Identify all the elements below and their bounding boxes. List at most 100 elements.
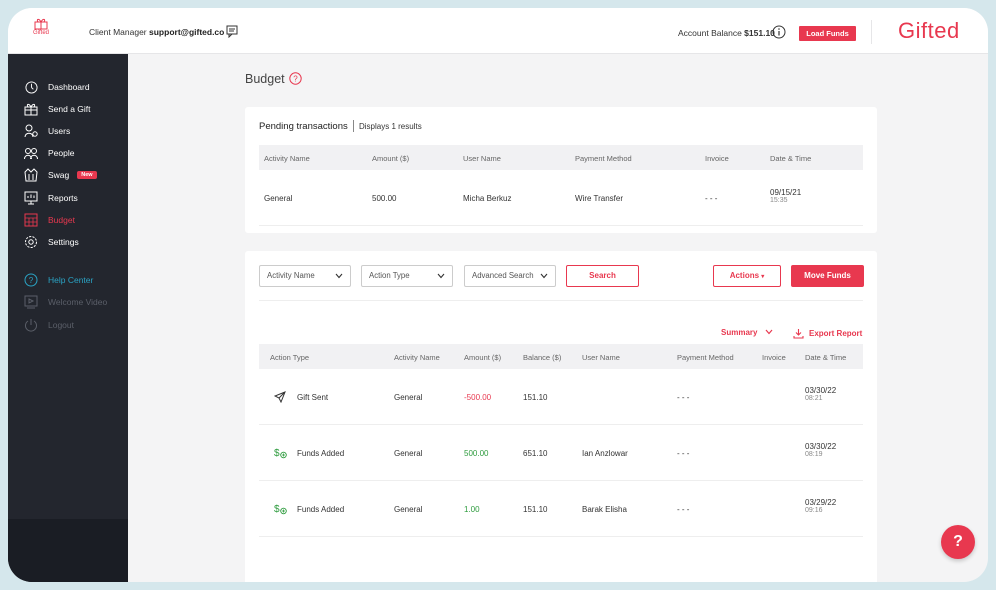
column-header[interactable]: Date & Time [770,154,812,163]
action-type-dropdown[interactable]: Action Type [361,265,453,287]
column-header[interactable]: Amount ($) [464,353,502,362]
actions-button[interactable]: Actions ▾ [713,265,781,287]
header-divider [871,20,872,44]
column-header[interactable]: Balance ($) [523,353,562,362]
date-time: 03/29/22 09:16 [805,498,836,514]
table-row[interactable]: General 500.00 Micha Berkuz Wire Transfe… [259,170,863,226]
funds-icon: $ [274,504,287,515]
action-type-value: Action Type [369,271,410,280]
funds-icon: $ [274,448,287,459]
gifted-logo-small[interactable]: Gifted [28,18,54,44]
column-header[interactable]: Activity Name [264,154,310,163]
sidebar-item-label: Budget [48,215,75,225]
table-row[interactable]: $ Funds Added General 500.00 651.10 Ian … [259,425,863,481]
brand-logo[interactable]: Gifted [898,18,960,43]
activity-name: General [394,505,423,514]
amount: 500.00 [372,194,397,203]
help-icon: ? [24,273,38,287]
activity-name-dropdown[interactable]: Activity Name [259,265,351,287]
invoice: - - - [705,194,718,203]
user-name: Micha Berkuz [463,194,512,203]
amount: 1.00 [464,505,480,514]
svg-text:$: $ [274,448,280,459]
budget-icon [24,213,38,227]
dashboard-icon [24,80,38,94]
summary-label: Summary [721,328,758,337]
client-manager-email[interactable]: support@gifted.co [149,27,225,37]
action-type: Funds Added [297,505,345,514]
gift-logo-icon [34,18,48,30]
sidebar-item-send-a-gift[interactable]: Send a Gift [8,99,128,119]
svg-text:?: ? [29,276,34,285]
time: 09:16 [805,507,823,514]
actions-label: Actions [729,271,760,280]
user-name: Barak Elisha [582,505,627,514]
column-header[interactable]: Action Type [270,353,310,362]
sidebar-item-label: Reports [48,193,78,203]
account-balance-label: Account Balance [678,28,742,38]
sidebar-item-dashboard[interactable]: Dashboard [8,77,128,97]
table-row[interactable]: $ Funds Added General 1.00 151.10 Barak … [259,481,863,537]
sidebar-item-budget[interactable]: Budget [8,210,128,230]
date-time: 09/15/21 15:35 [770,188,801,204]
settings-icon [24,235,38,249]
help-fab-button[interactable]: ? [941,525,975,559]
reports-icon [24,191,38,205]
sidebar-item-label: Users [48,126,71,136]
column-header[interactable]: Invoice [762,353,786,362]
sidebar: Dashboard Send a Gift Users People Swag … [8,54,128,582]
move-funds-button[interactable]: Move Funds [791,265,864,287]
sidebar-item-help-center[interactable]: ? Help Center [8,270,128,290]
sidebar-item-logout[interactable]: Logout [8,315,128,335]
amount: 500.00 [464,449,489,458]
time: 15:35 [770,197,788,204]
sidebar-item-swag[interactable]: Swag New [8,165,128,185]
balance: 151.10 [523,505,548,514]
question-icon[interactable]: ? [289,72,302,85]
load-funds-button[interactable]: Load Funds [799,26,856,41]
advanced-search-dropdown[interactable]: Advanced Search [464,265,556,287]
balance: 651.10 [523,449,548,458]
account-balance: Account Balance $151.10 [678,28,775,38]
new-badge: New [77,171,97,179]
sidebar-item-label: People [48,148,75,158]
sidebar-item-label: Swag [48,170,70,180]
summary-toggle[interactable]: Summary [721,328,773,337]
column-header[interactable]: User Name [463,154,501,163]
balance: 151.10 [523,393,548,402]
sidebar-item-people[interactable]: People [8,143,128,163]
client-manager-label: Client Manager [89,27,147,37]
sidebar-item-label: Welcome Video [48,297,108,307]
column-header[interactable]: Invoice [705,154,729,163]
sidebar-item-settings[interactable]: Settings [8,232,128,252]
advanced-search-value: Advanced Search [472,271,534,280]
chevron-down-icon [765,329,773,335]
action-type: Gift Sent [297,393,329,402]
table-row[interactable]: Gift Sent General -500.00 151.10 - - - 0… [259,369,863,425]
amount: -500.00 [464,393,492,402]
info-icon[interactable] [772,25,786,39]
video-icon [24,295,38,309]
search-button[interactable]: Search [566,265,639,287]
date-time: 03/30/22 08:21 [805,386,836,402]
people-icon [24,146,38,160]
sidebar-item-users[interactable]: Users [8,121,128,141]
column-header[interactable]: User Name [582,353,620,362]
user-name: Ian Anzlowar [582,449,628,458]
date: 03/30/22 [805,386,837,395]
activity-name: General [394,449,423,458]
export-report-button[interactable]: Export Report [793,328,862,339]
date: 03/29/22 [805,498,837,507]
chat-icon[interactable] [225,24,239,38]
sidebar-item-label: Settings [48,237,79,247]
column-header[interactable]: Payment Method [575,154,632,163]
page-title: Budget [245,72,285,86]
logo-small-text: Gifted [32,30,49,36]
column-header[interactable]: Activity Name [394,353,440,362]
column-header[interactable]: Payment Method [677,353,734,362]
sidebar-item-welcome-video[interactable]: Welcome Video [8,292,128,312]
account-balance-value: $151.10 [744,28,775,38]
sidebar-item-reports[interactable]: Reports [8,188,128,208]
column-header[interactable]: Amount ($) [372,154,410,163]
column-header[interactable]: Date & Time [805,353,847,362]
